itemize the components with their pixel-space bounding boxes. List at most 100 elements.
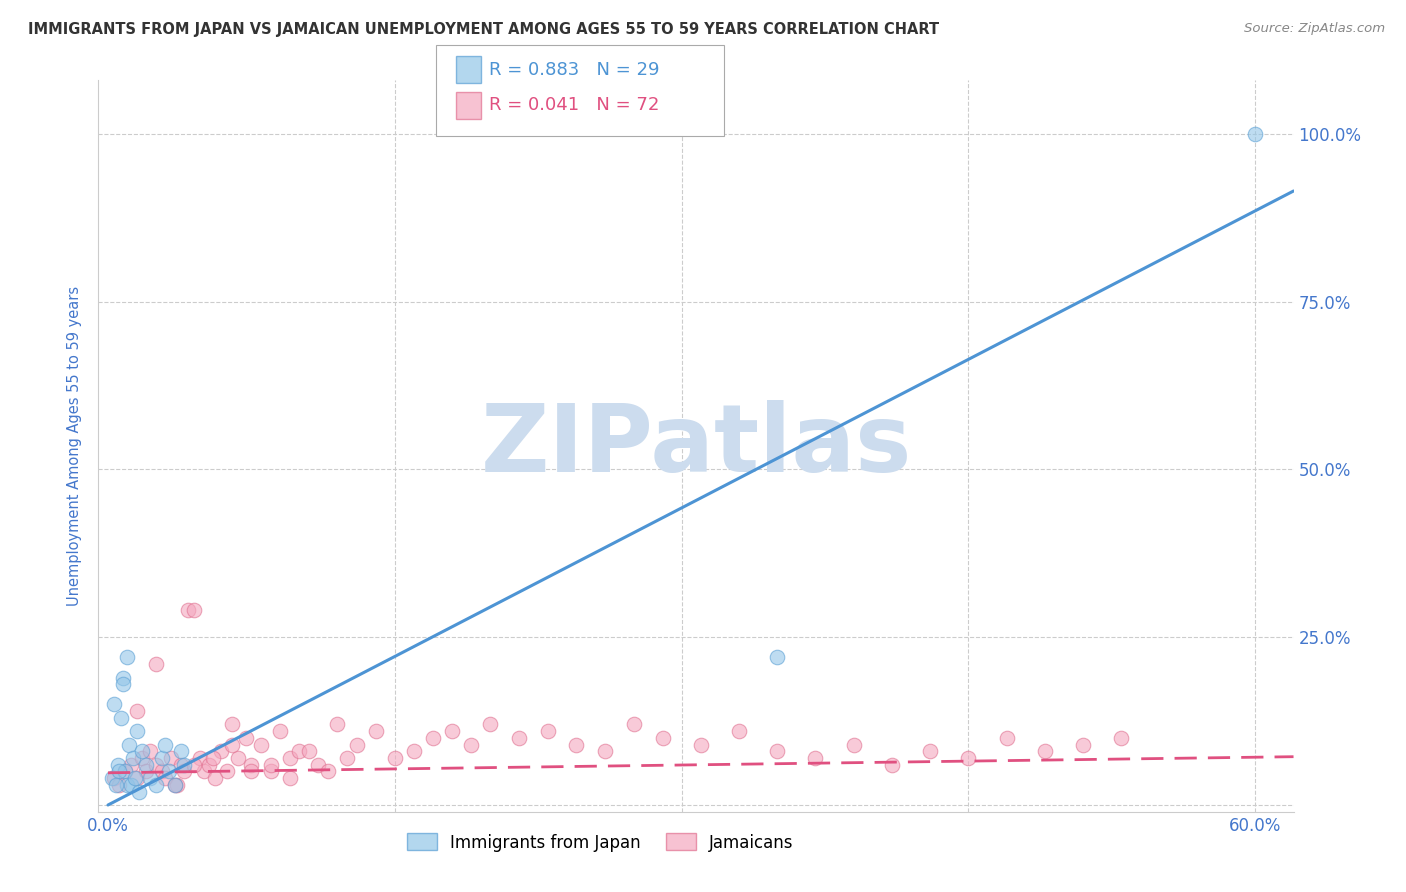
Point [183, 603, 205, 617]
Point [104, 778, 127, 792]
Point [166, 778, 188, 792]
Point [103, 698, 125, 712]
Point [139, 771, 162, 785]
Point [326, 717, 349, 731]
Text: R = 0.883   N = 29: R = 0.883 N = 29 [489, 61, 659, 78]
Point [235, 731, 257, 745]
Point [880, 757, 903, 772]
Point [163, 778, 186, 792]
Point [957, 751, 980, 765]
Point [402, 744, 425, 758]
Text: IMMIGRANTS FROM JAPAN VS JAMAICAN UNEMPLOYMENT AMONG AGES 55 TO 59 YEARS CORRELA: IMMIGRANTS FROM JAPAN VS JAMAICAN UNEMPL… [28, 22, 939, 37]
Point [537, 724, 560, 739]
Point [307, 757, 329, 772]
Point [689, 738, 711, 752]
Point [202, 751, 225, 765]
Point [226, 751, 249, 765]
Point [766, 744, 789, 758]
Point [1244, 127, 1267, 141]
Point [114, 764, 136, 779]
Y-axis label: Unemployment Among Ages 55 to 59 years: Unemployment Among Ages 55 to 59 years [67, 286, 83, 606]
Point [108, 764, 131, 779]
Point [364, 724, 387, 739]
Point [593, 744, 616, 758]
Point [121, 751, 143, 765]
Point [135, 757, 157, 772]
Point [259, 757, 281, 772]
Point [250, 738, 273, 752]
Point [173, 764, 195, 779]
Point [139, 744, 162, 758]
Point [107, 757, 129, 772]
Point [155, 771, 177, 785]
Point [259, 764, 281, 779]
Point [204, 771, 226, 785]
Point [384, 751, 406, 765]
Point [155, 738, 177, 752]
Point [651, 731, 673, 745]
Point [278, 751, 301, 765]
Point [145, 757, 167, 772]
Point [163, 778, 186, 792]
Text: Source: ZipAtlas.com: Source: ZipAtlas.com [1244, 22, 1385, 36]
Point [623, 717, 645, 731]
Point [766, 650, 789, 665]
Point [278, 771, 301, 785]
Point [118, 738, 141, 752]
Text: R = 0.041   N = 72: R = 0.041 N = 72 [489, 96, 659, 114]
Point [125, 724, 148, 739]
Point [336, 751, 359, 765]
Point [145, 657, 167, 671]
Point [128, 784, 150, 798]
Point [169, 744, 191, 758]
Point [183, 757, 205, 772]
Point [441, 724, 464, 739]
Point [112, 671, 135, 685]
Legend: Immigrants from Japan, Jamaicans: Immigrants from Japan, Jamaicans [401, 827, 800, 858]
Point [108, 778, 131, 792]
Point [728, 724, 751, 739]
Point [125, 704, 148, 718]
Point [422, 731, 444, 745]
Point [173, 757, 195, 772]
Point [177, 603, 200, 617]
Point [1071, 738, 1094, 752]
Point [131, 744, 153, 758]
Point [508, 731, 530, 745]
Point [565, 738, 588, 752]
Point [115, 650, 138, 665]
Point [842, 738, 865, 752]
Point [125, 771, 148, 785]
Point [145, 778, 167, 792]
Point [150, 764, 173, 779]
Point [160, 751, 183, 765]
Point [110, 711, 132, 725]
Point [115, 778, 138, 792]
Point [240, 764, 263, 779]
Point [135, 764, 157, 779]
Point [316, 764, 339, 779]
Point [804, 751, 827, 765]
Point [112, 677, 135, 691]
Point [298, 744, 321, 758]
Point [221, 738, 243, 752]
Point [995, 731, 1018, 745]
Point [460, 738, 482, 752]
Point [221, 717, 243, 731]
Point [269, 724, 291, 739]
Point [1111, 731, 1133, 745]
Point [101, 771, 124, 785]
Point [120, 778, 142, 792]
Point [346, 738, 368, 752]
Point [103, 771, 125, 785]
Point [198, 757, 221, 772]
Point [920, 744, 942, 758]
Point [193, 764, 215, 779]
Point [114, 764, 136, 779]
Point [169, 757, 191, 772]
Point [240, 757, 263, 772]
Point [188, 751, 211, 765]
Point [150, 751, 173, 765]
Point [209, 744, 232, 758]
Point [120, 757, 142, 772]
